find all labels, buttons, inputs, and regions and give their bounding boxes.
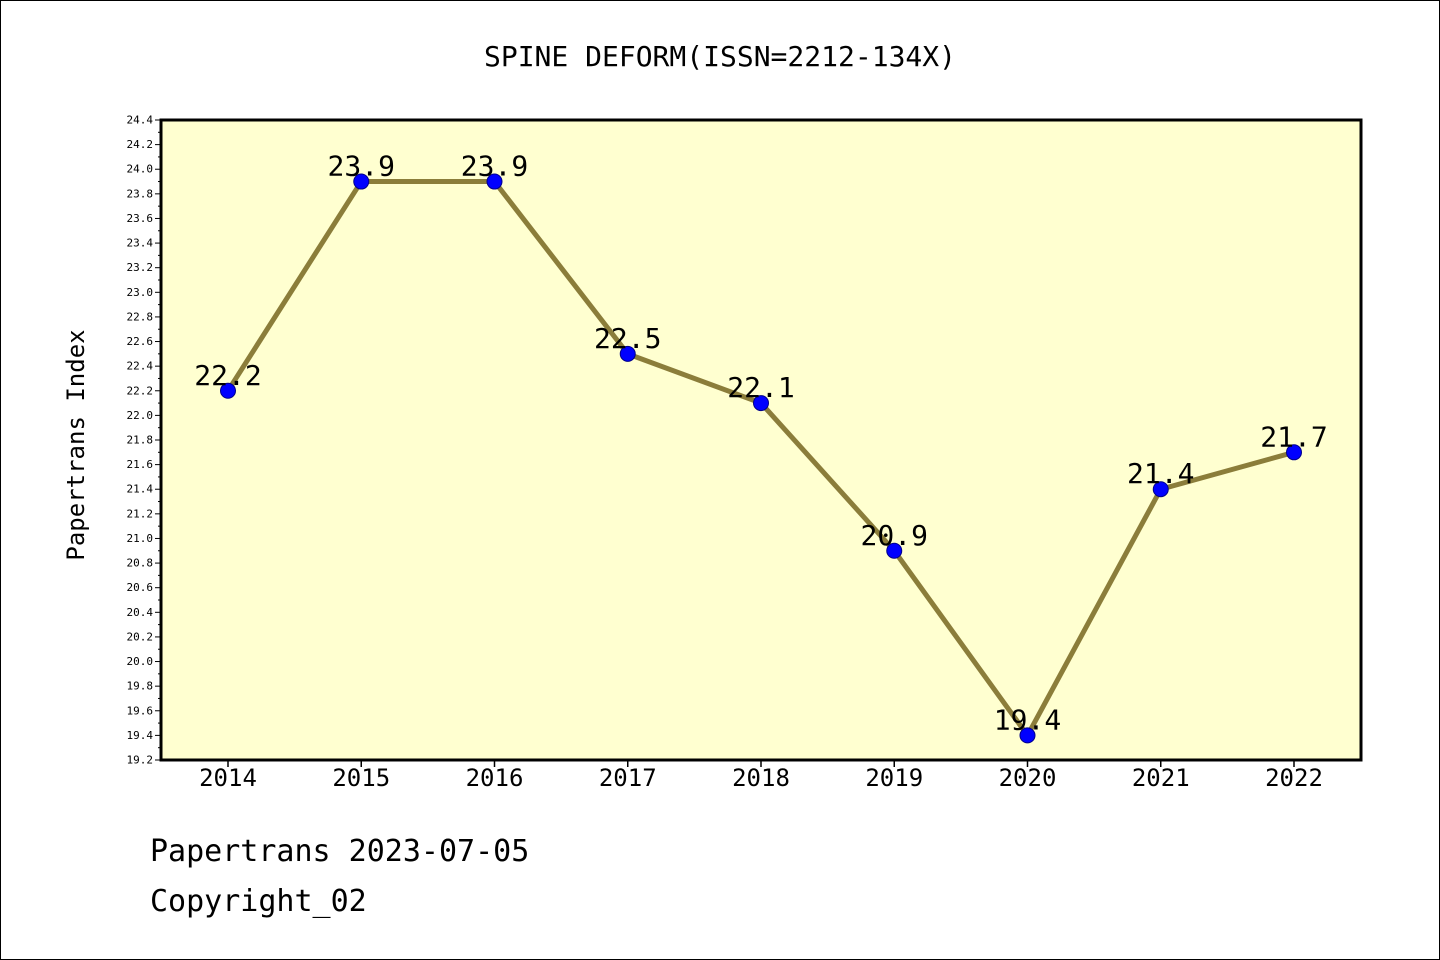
y-tick-label: 22.4 — [127, 360, 154, 373]
data-point-marker — [619, 345, 636, 362]
y-tick-label: 24.2 — [127, 138, 154, 151]
y-tick-label: 22.2 — [127, 384, 154, 397]
y-tick-label: 23.2 — [127, 261, 154, 274]
data-label: 23.9 — [461, 150, 528, 183]
data-labels: 22.2 23.9 23.9 22.5 22.1 20.9 19.4 21.4 21.7 — [194, 150, 1327, 737]
data-label: 21.7 — [1260, 420, 1327, 453]
y-tick-label: 20.4 — [127, 606, 154, 619]
y-tick-label: 23.4 — [127, 237, 154, 250]
y-tick-label: 21.0 — [127, 532, 154, 545]
data-markers — [220, 173, 1302, 744]
y-tick-label: 20.0 — [127, 655, 154, 668]
x-tick-label: 2021 — [1132, 764, 1190, 792]
data-point-marker — [220, 382, 236, 399]
data-label: 21.4 — [1127, 457, 1194, 490]
y-tick-label: 23.8 — [127, 187, 154, 200]
y-axis-label: Papertrans Index — [62, 329, 90, 560]
data-point-marker — [753, 395, 769, 412]
x-tick-label: 2017 — [599, 764, 657, 792]
data-label: 23.9 — [328, 150, 395, 183]
y-tick-label: 21.6 — [127, 458, 154, 471]
x-tick-label: 2020 — [999, 764, 1057, 792]
x-tick-label: 2014 — [199, 764, 257, 792]
footer-date-text: Papertrans 2023-07-05 — [150, 834, 530, 869]
y-tick-label: 20.6 — [127, 581, 154, 594]
y-tick-label: 19.2 — [127, 754, 154, 767]
y-tick-label: 23.6 — [127, 212, 154, 225]
y-tick-label: 19.6 — [127, 704, 154, 717]
y-axis-ticks: 19.2 19.4 19.6 19.8 20.0 20.2 20.4 20.6 20.8 21.0… — [127, 114, 161, 767]
x-tick-label: 2022 — [1265, 764, 1323, 792]
data-point-marker — [353, 173, 370, 190]
y-tick-label: 20.2 — [127, 630, 154, 643]
plot-area — [161, 120, 1361, 760]
x-tick-label: 2019 — [865, 764, 923, 792]
y-tick-label: 21.2 — [127, 507, 154, 520]
data-point-marker — [886, 542, 903, 559]
data-point-marker — [1019, 727, 1036, 744]
x-tick-label: 2015 — [332, 764, 390, 792]
chart-title: SPINE DEFORM(ISSN=2212-134X) — [484, 40, 956, 73]
footer-copyright-text: Copyright_02 — [150, 884, 367, 919]
y-tick-label: 21.8 — [127, 434, 154, 447]
data-label: 22.2 — [194, 359, 261, 392]
y-tick-label: 22.0 — [127, 409, 154, 422]
y-tick-label: 22.8 — [127, 310, 154, 323]
x-tick-label: 2018 — [732, 764, 790, 792]
y-tick-label: 24.0 — [127, 163, 154, 176]
plot-border — [159, 118, 1363, 762]
y-tick-label: 19.8 — [127, 680, 154, 693]
data-point-marker — [486, 173, 503, 190]
data-label: 20.9 — [861, 519, 928, 552]
y-tick-label: 20.8 — [127, 557, 154, 570]
y-tick-label: 19.4 — [127, 729, 154, 742]
y-tick-label: 21.4 — [127, 483, 154, 496]
x-tick-label: 2016 — [466, 764, 524, 792]
data-label: 19.4 — [994, 703, 1061, 736]
data-label: 22.5 — [594, 322, 661, 355]
data-point-marker — [1152, 481, 1169, 498]
data-point-marker — [1286, 444, 1302, 461]
y-tick-label: 23.0 — [127, 286, 154, 299]
y-tick-label: 22.6 — [127, 335, 154, 348]
data-label: 22.1 — [727, 371, 794, 404]
x-axis-ticks: 2014 2015 2016 2017 2018 2019 2020 2021 2022 — [199, 760, 1323, 792]
y-tick-label: 24.4 — [127, 114, 154, 127]
